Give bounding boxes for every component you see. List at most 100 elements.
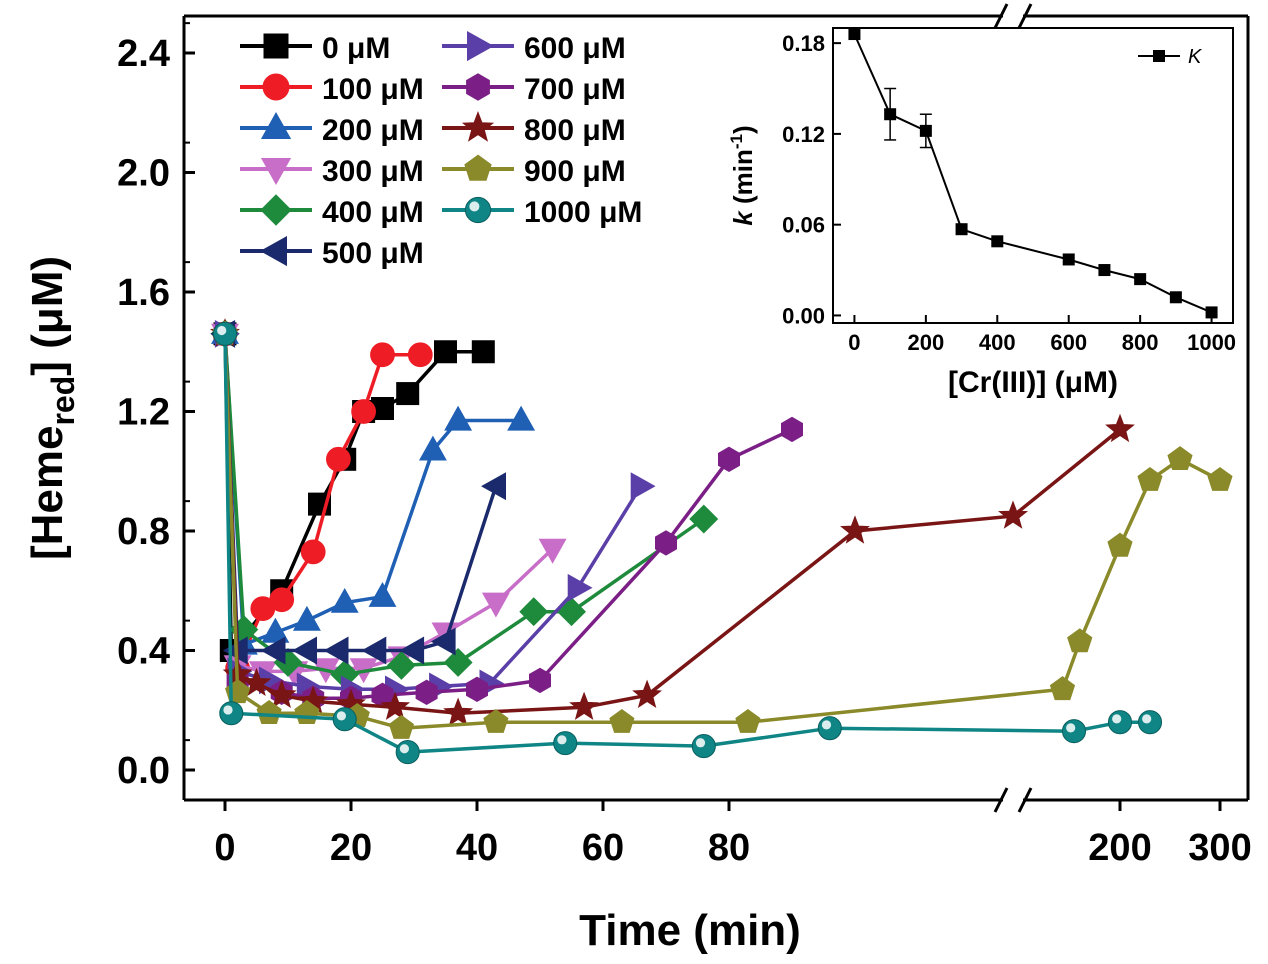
legend-marker	[260, 194, 292, 226]
sphere-highlight	[821, 720, 832, 730]
legend-marker	[260, 158, 292, 186]
y-tick-label: 2.0	[117, 153, 170, 195]
inset-y-tick-label: 0.12	[782, 122, 825, 147]
y-tick-label: 0.4	[117, 631, 170, 673]
inset-x-axis-title: [Cr(III)] (μM)	[948, 366, 1118, 399]
data-point-100-um	[269, 587, 295, 613]
data-point-500-um	[292, 636, 317, 665]
data-point-500-um	[260, 636, 286, 665]
data-point-1000-um	[395, 740, 420, 765]
data-point-700-um	[466, 676, 488, 702]
legend-entry-800-um: 800 μM	[442, 110, 626, 147]
inset-plot: 0.00 0.06 0.12 0.18 0 200 400 600 800 1000 [Cr(III…	[727, 27, 1236, 399]
data-point-100-um	[407, 342, 433, 368]
data-point-1000-um	[212, 321, 238, 346]
sphere-highlight	[217, 325, 227, 336]
legend-entry-700-um: 700 μM	[442, 73, 626, 106]
inset-x-tick-label: 1000	[1187, 330, 1236, 355]
legend-marker	[263, 33, 289, 59]
legend-label: 100 μM	[322, 73, 424, 106]
legend-marker	[464, 154, 492, 181]
inset-data-point	[1098, 264, 1111, 277]
inset-data-point	[955, 223, 968, 236]
data-point-900-um	[1167, 446, 1193, 470]
main-legend: 0 μM 100 μM 200 μM 300 μM 400 μM 500 μM 600 μM…	[240, 30, 642, 270]
data-point-1000-um	[1107, 710, 1133, 735]
inset-data-point	[848, 28, 861, 41]
data-point-800-um	[241, 667, 272, 697]
series-300-um	[211, 323, 567, 687]
legend-label: 900 μM	[524, 155, 626, 188]
x-tick-label: 80	[708, 827, 750, 869]
inset-legend: K	[1138, 46, 1203, 68]
sphere-highlight	[557, 735, 567, 745]
sphere-highlight	[469, 201, 480, 212]
sphere-highlight	[1066, 723, 1076, 733]
data-point-0-um	[471, 340, 495, 364]
data-point-700-um	[415, 679, 438, 705]
sphere-body	[1061, 719, 1087, 744]
top-break-mark	[993, 3, 1009, 29]
data-point-1000-um	[691, 734, 716, 759]
data-point-400-um	[689, 504, 719, 534]
sphere-highlight	[336, 711, 347, 721]
x-tick-label: 200	[1088, 827, 1151, 869]
data-point-1000-um	[1137, 710, 1163, 735]
data-point-800-um	[443, 697, 474, 726]
data-point-500-um	[481, 472, 506, 501]
inset-data-point	[991, 235, 1004, 248]
inset-data-point	[1062, 253, 1075, 266]
data-point-1000-um	[817, 716, 842, 741]
data-point-200-um	[261, 617, 290, 643]
data-point-200-um	[507, 405, 536, 431]
data-point-1000-um	[219, 701, 244, 726]
legend-label: 800 μM	[524, 114, 626, 147]
data-point-400-um	[557, 597, 587, 627]
inset-series-k	[848, 28, 1218, 319]
data-point-400-um	[519, 597, 549, 627]
data-point-700-um	[655, 530, 677, 556]
series-400-um	[210, 319, 719, 689]
legend-label: 600 μM	[524, 32, 626, 65]
data-point-300-um	[538, 538, 567, 564]
legend-entry-900-um: 900 μM	[442, 154, 626, 188]
legend-label: 300 μM	[322, 155, 424, 188]
inset-y-tick-label: 0.06	[782, 213, 825, 238]
data-point-800-um	[840, 515, 870, 544]
inset-x-tick-label: 400	[979, 330, 1016, 355]
legend-entry-500-um: 500 μM	[240, 235, 424, 270]
data-point-300-um	[481, 592, 510, 618]
inset-y-tick-label: 0.18	[782, 31, 825, 56]
data-point-800-um	[569, 691, 600, 720]
sphere-body	[332, 707, 357, 732]
sphere-highlight	[1112, 714, 1122, 724]
data-point-500-um	[399, 636, 425, 665]
data-point-500-um	[361, 636, 387, 665]
y-axis-title: [Hemered] (μM)	[23, 256, 81, 560]
inset-series-line	[853, 33, 1212, 314]
legend-marker	[260, 111, 292, 139]
sphere-highlight	[695, 738, 706, 748]
x-tick-label: 20	[330, 827, 372, 869]
data-point-100-um	[351, 399, 376, 424]
x-tick-label: 40	[456, 827, 498, 869]
data-point-100-um	[326, 446, 351, 472]
data-point-200-um	[418, 435, 447, 461]
sphere-body	[553, 731, 578, 756]
data-point-900-um	[609, 708, 635, 733]
data-point-100-um	[300, 539, 326, 565]
y-tick-label: 1.6	[117, 272, 170, 314]
inset-x-tick-label: 600	[1050, 330, 1087, 355]
inset-frame	[832, 27, 1234, 324]
data-point-800-um	[380, 691, 411, 720]
sphere-body	[219, 701, 244, 726]
data-point-700-um	[781, 416, 803, 443]
data-point-0-um	[434, 340, 457, 364]
x-tick-label: 60	[582, 827, 624, 869]
sphere-body	[1107, 710, 1133, 735]
inset-data-point	[1205, 306, 1218, 319]
data-point-900-um	[256, 699, 282, 724]
legend-marker	[467, 30, 495, 62]
